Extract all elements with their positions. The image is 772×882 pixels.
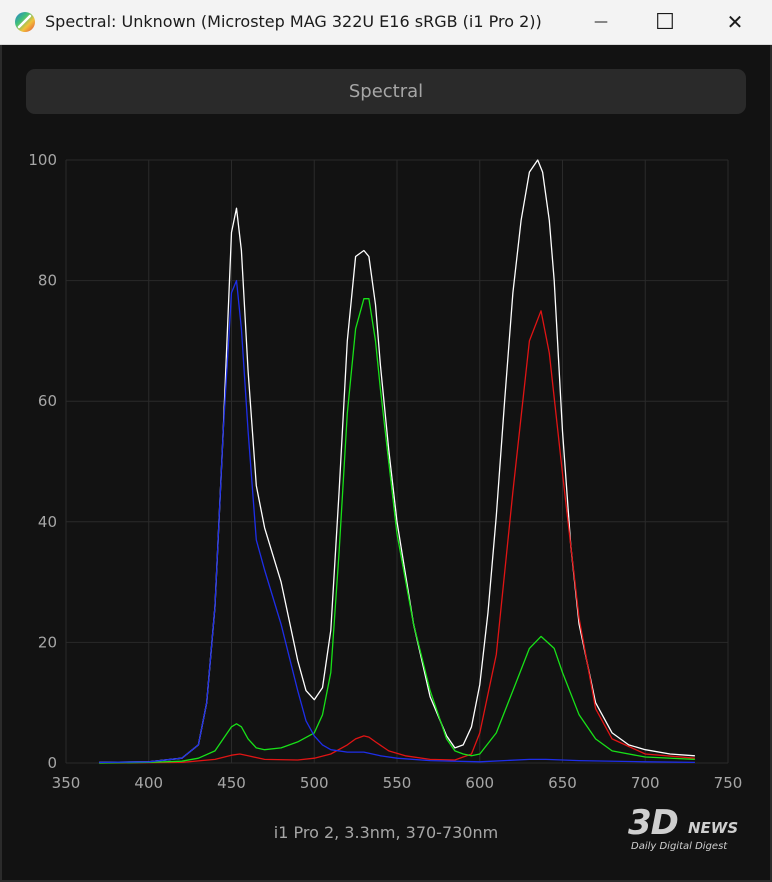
x-tick-label: 550 [383, 774, 412, 792]
x-tick-label: 350 [52, 774, 81, 792]
series-line [99, 159, 695, 764]
watermark-logo: 3D NEWS Daily Digital Digest [628, 803, 768, 873]
y-tick-label: 20 [38, 633, 57, 651]
x-tick-label: 750 [714, 774, 743, 792]
x-tick-label: 500 [300, 774, 329, 792]
y-tick-label: 100 [28, 151, 57, 169]
y-tick-label: 60 [38, 392, 57, 410]
x-tick-label: 400 [134, 774, 163, 792]
watermark-news: NEWS [688, 819, 739, 837]
close-button[interactable]: ✕ [712, 0, 758, 44]
x-tick-label: 450 [217, 774, 246, 792]
spectral-chart: 350 400 450 500 550 600 650 700 750 0 20 40 60 80 100 [28, 151, 743, 792]
x-tick-label: 600 [465, 774, 494, 792]
minimize-icon: — [594, 14, 608, 30]
watermark-tagline: Daily Digital Digest [631, 841, 728, 852]
close-icon: ✕ [726, 10, 744, 34]
window-title: Spectral: Unknown (Microstep MAG 322U E1… [45, 12, 542, 31]
series-line [99, 279, 695, 764]
app-logo-icon [15, 12, 35, 32]
x-tick-label: 650 [548, 774, 577, 792]
chart-caption: i1 Pro 2, 3.3nm, 370-730nm [273, 823, 499, 842]
y-tick-label: 40 [38, 513, 57, 531]
y-tick-label: 80 [38, 272, 57, 290]
maximize-icon: ☐ [655, 9, 675, 35]
main-content: Spectral 350 400 450 500 550 600 650 700 750 0 20 4… [2, 45, 770, 880]
spectral-button-label: Spectral [348, 81, 424, 102]
x-tick-label: 700 [631, 774, 660, 792]
maximize-button[interactable]: ☐ [642, 0, 688, 44]
spectral-button[interactable]: Spectral [26, 69, 746, 114]
watermark-3d: 3D [628, 803, 679, 843]
minimize-button[interactable]: — [578, 0, 624, 44]
y-tick-label: 0 [47, 754, 57, 772]
series-line [99, 310, 695, 764]
title-bar: Spectral: Unknown (Microstep MAG 322U E1… [0, 0, 772, 45]
series-line [99, 298, 695, 764]
